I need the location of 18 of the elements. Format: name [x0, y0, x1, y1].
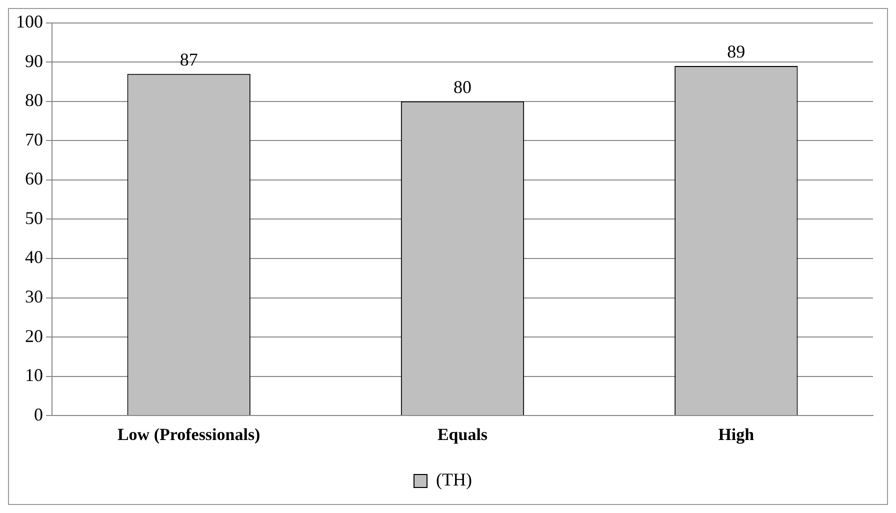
data-label: 89 [727, 42, 746, 62]
y-tick-label: 60 [25, 168, 43, 189]
x-tick-label: Low (Professionals) [117, 425, 260, 444]
y-tick-label: 80 [25, 90, 43, 110]
y-tick-label: 40 [25, 247, 43, 268]
y-tick-label: 100 [16, 12, 43, 32]
y-tick-label: 30 [25, 286, 43, 306]
y-tick-label: 50 [25, 208, 43, 228]
y-tick-label: 70 [25, 129, 43, 150]
legend-label: (TH) [436, 470, 472, 490]
y-tick-label: 10 [25, 365, 43, 386]
x-tick-label: High [718, 425, 755, 444]
y-tick-label: 0 [34, 404, 43, 424]
y-tick-label: 20 [25, 326, 43, 346]
data-label: 87 [180, 50, 198, 70]
y-tick-label: 90 [25, 50, 43, 71]
x-tick-label: Equals [437, 425, 488, 444]
data-label: 80 [454, 77, 472, 98]
